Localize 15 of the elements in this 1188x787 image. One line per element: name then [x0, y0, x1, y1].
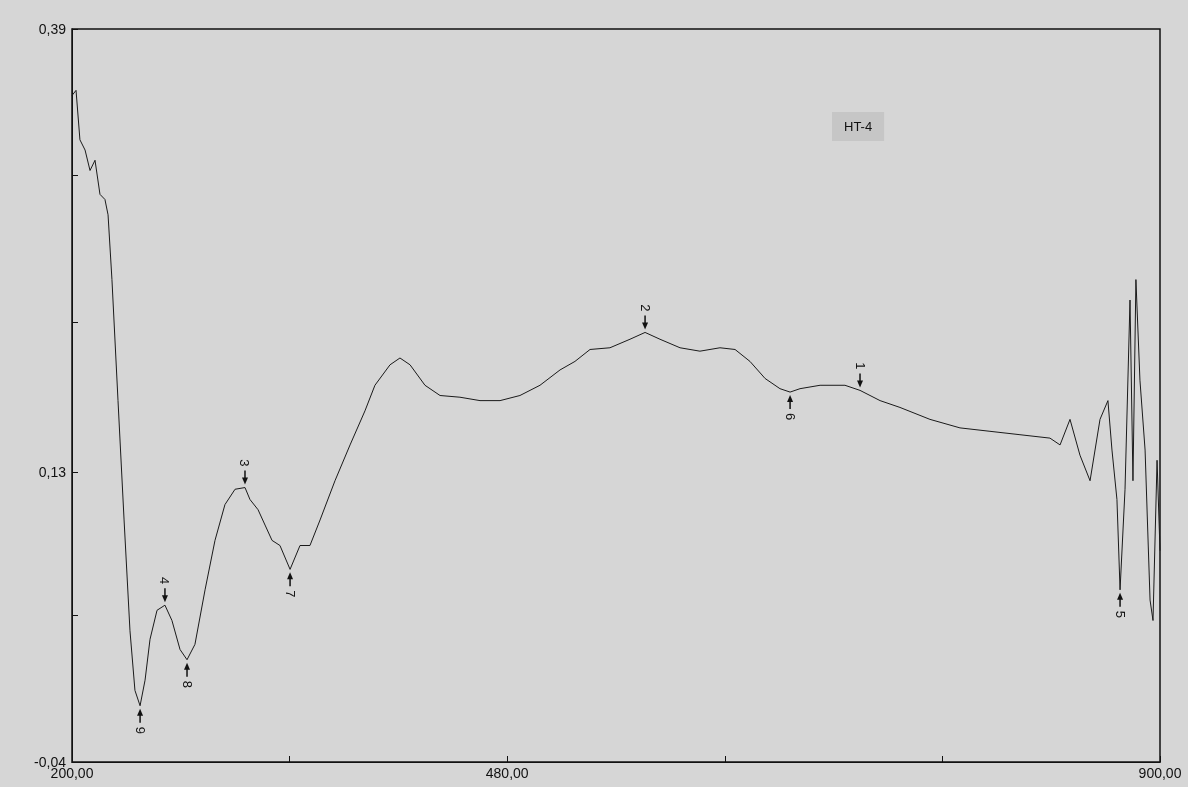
y-tick-label: 0,39: [38, 21, 67, 37]
y-tick-label: -0,04: [34, 754, 67, 770]
annotation: 3: [237, 459, 253, 467]
text: HT-4: [844, 119, 873, 134]
annotation: 1: [852, 362, 868, 370]
annotation: 8: [179, 680, 195, 688]
x-tick-label: 900,00: [1138, 765, 1182, 781]
x-tick-label: 480,00: [485, 765, 529, 781]
annotation: 5: [1112, 610, 1128, 619]
annotation: 9: [132, 726, 148, 734]
annotation: 2: [637, 304, 653, 312]
y-tick-label: 0,13: [38, 464, 67, 481]
annotation: 7: [282, 590, 298, 598]
annotation: 4: [157, 576, 173, 585]
annotation: 6: [782, 413, 798, 421]
